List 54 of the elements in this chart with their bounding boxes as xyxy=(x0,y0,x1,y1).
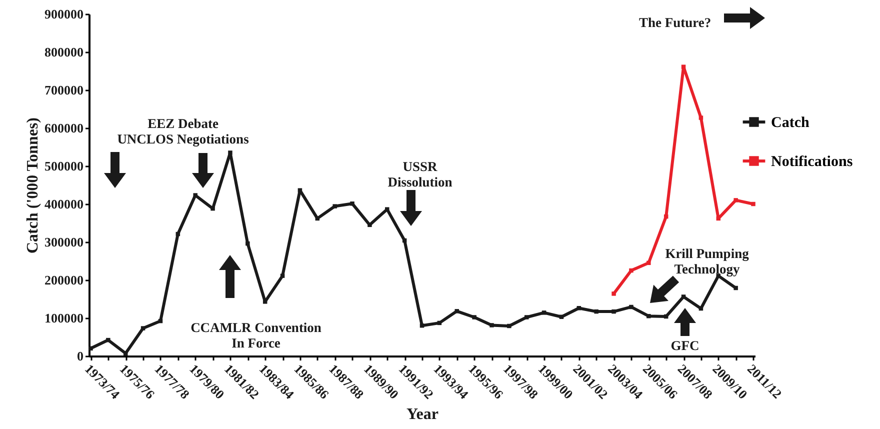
annotation: EEZ Debate UNCLOS Negotiations xyxy=(117,116,249,146)
point xyxy=(140,326,146,330)
point xyxy=(594,309,598,314)
point xyxy=(681,294,686,299)
point xyxy=(698,116,704,120)
y-tick-label: 0 xyxy=(77,348,84,364)
legend-label: Catch xyxy=(771,115,810,131)
point xyxy=(490,323,494,328)
point xyxy=(246,241,250,246)
y-tick-label: 200000 xyxy=(44,272,84,288)
point xyxy=(228,150,232,155)
point xyxy=(612,309,616,314)
annotation: Krill Pumping Technology xyxy=(665,246,750,276)
point xyxy=(298,188,302,192)
y-tick-label: 800000 xyxy=(44,44,84,60)
point xyxy=(646,314,651,318)
x-axis-title: Year xyxy=(406,406,438,423)
point xyxy=(368,222,372,228)
annotation: USSR Dissolution xyxy=(388,159,453,190)
point xyxy=(332,204,337,208)
point xyxy=(454,309,459,314)
y-tick-label: 500000 xyxy=(44,158,84,174)
annotation: GFC xyxy=(670,338,700,353)
point xyxy=(472,315,476,320)
point xyxy=(123,351,128,356)
point xyxy=(193,193,198,198)
point xyxy=(559,314,564,319)
y-tick-label: 400000 xyxy=(44,196,84,212)
point xyxy=(629,304,634,310)
annotation: The Future? xyxy=(638,15,712,30)
y-tick-label: 700000 xyxy=(44,82,84,98)
y-tick-label: 600000 xyxy=(44,120,84,136)
point xyxy=(751,202,756,206)
point xyxy=(542,310,546,315)
point xyxy=(681,64,686,69)
point xyxy=(88,346,93,351)
y-tick-label: 300000 xyxy=(44,234,84,250)
point xyxy=(734,286,738,290)
y-tick-label: 100000 xyxy=(44,310,84,326)
point xyxy=(280,274,285,278)
point xyxy=(106,338,110,342)
point xyxy=(262,300,268,304)
point xyxy=(612,292,616,296)
point xyxy=(210,206,215,211)
point xyxy=(350,202,354,206)
y-tick-label: 900000 xyxy=(44,6,84,22)
point xyxy=(646,260,651,266)
legend-label: Notifications xyxy=(771,154,853,170)
y-axis-title: Catch ('000 Tonnes) xyxy=(24,117,42,254)
point xyxy=(734,198,738,202)
point xyxy=(524,315,529,320)
point xyxy=(629,268,634,273)
annotation: CCAMLR Convention In Force xyxy=(190,320,322,350)
point xyxy=(507,324,512,328)
